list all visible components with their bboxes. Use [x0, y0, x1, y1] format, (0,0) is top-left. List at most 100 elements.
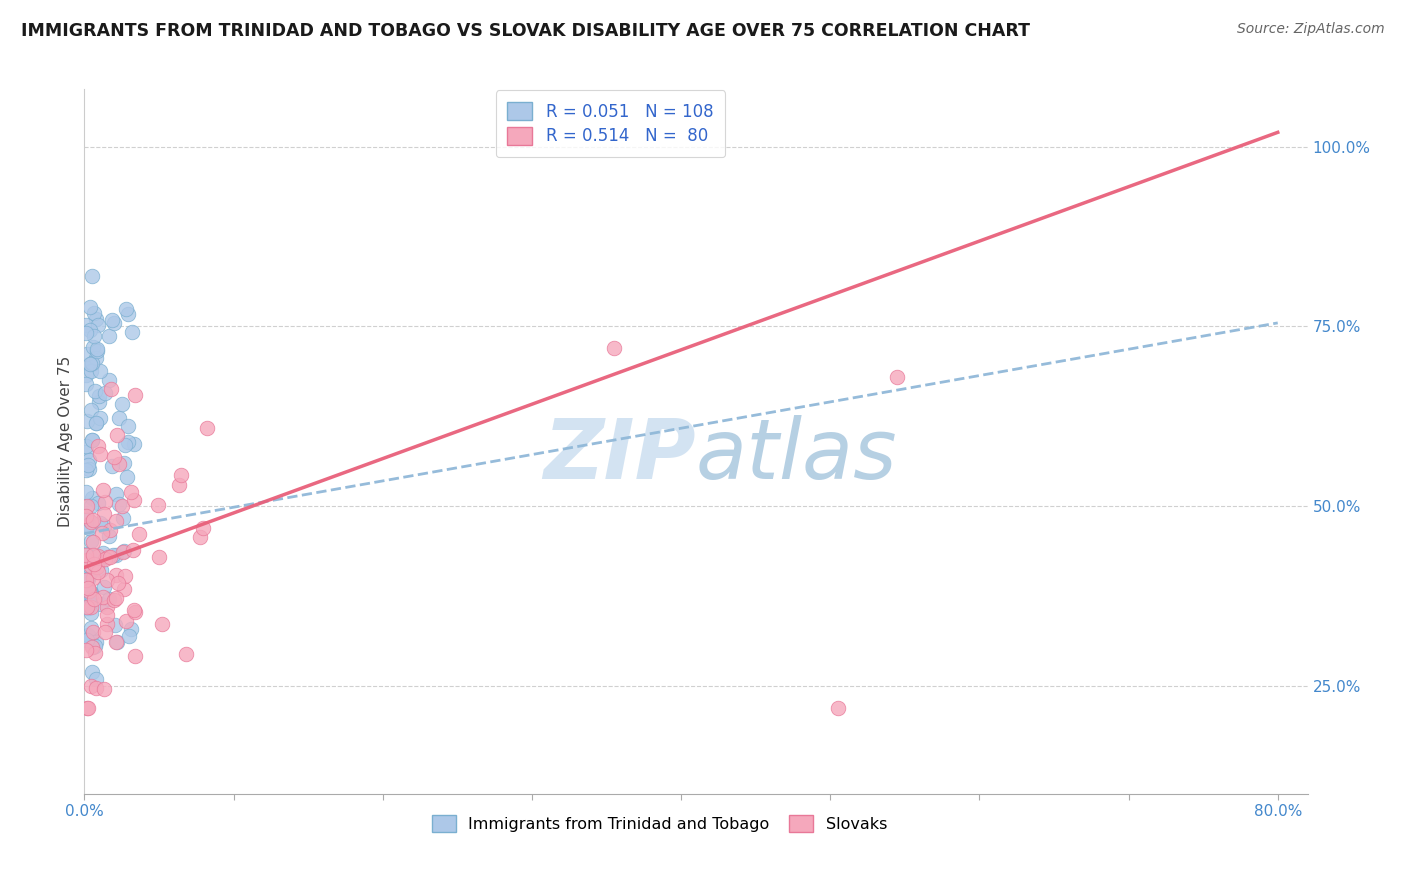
- Point: [75, 509, 97, 524]
- Point: [117, 418, 139, 433]
- Point: [80, 515, 103, 529]
- Point: [115, 470, 138, 484]
- Point: [121, 325, 143, 339]
- Point: [80, 356, 103, 370]
- Point: [101, 459, 124, 474]
- Point: [115, 301, 138, 316]
- Point: [76, 700, 98, 714]
- Point: [107, 576, 129, 591]
- Point: [75, 576, 97, 591]
- Point: [75, 463, 97, 477]
- Point: [117, 434, 139, 449]
- Point: [176, 647, 198, 661]
- Point: [117, 307, 139, 321]
- Point: [79, 599, 101, 614]
- Text: Source: ZipAtlas.com: Source: ZipAtlas.com: [1237, 22, 1385, 37]
- Point: [76, 584, 98, 599]
- Point: [80, 402, 103, 417]
- Point: [77, 458, 100, 473]
- Point: [94, 625, 117, 640]
- Point: [82, 548, 104, 562]
- Point: [104, 514, 127, 528]
- Point: [82, 491, 104, 505]
- Point: [122, 493, 145, 508]
- Point: [91, 590, 114, 604]
- Point: [80, 588, 103, 602]
- Point: [79, 597, 101, 611]
- Point: [76, 518, 98, 533]
- Point: [79, 621, 101, 635]
- Point: [97, 592, 120, 607]
- Point: [83, 328, 105, 343]
- Point: [79, 566, 101, 580]
- Point: [86, 342, 108, 356]
- Point: [80, 585, 103, 599]
- Point: [84, 417, 107, 431]
- Point: [75, 574, 97, 589]
- Point: [98, 373, 121, 387]
- Point: [83, 640, 105, 654]
- Point: [80, 586, 103, 600]
- Point: [120, 485, 142, 500]
- Point: [83, 558, 105, 572]
- Point: [80, 364, 103, 378]
- Point: [82, 341, 104, 355]
- Point: [83, 306, 105, 320]
- Point: [80, 533, 103, 548]
- Point: [79, 559, 101, 574]
- Point: [80, 558, 103, 573]
- Point: [188, 530, 211, 544]
- Point: [87, 389, 110, 403]
- Point: [124, 649, 146, 664]
- Point: [83, 646, 105, 660]
- Point: [80, 564, 103, 578]
- Y-axis label: Disability Age Over 75: Disability Age Over 75: [58, 356, 73, 527]
- Point: [76, 553, 98, 567]
- Point: [603, 341, 626, 355]
- Text: atlas: atlas: [696, 415, 897, 496]
- Point: [105, 428, 128, 442]
- Point: [87, 439, 110, 453]
- Point: [77, 581, 100, 595]
- Point: [77, 512, 100, 526]
- Point: [84, 416, 107, 430]
- Point: [86, 549, 108, 564]
- Point: [104, 549, 127, 563]
- Point: [114, 568, 136, 582]
- Point: [75, 444, 97, 458]
- Point: [96, 607, 118, 622]
- Point: [79, 301, 101, 315]
- Point: [111, 511, 134, 525]
- Point: [80, 499, 103, 513]
- Point: [146, 498, 169, 512]
- Point: [98, 523, 121, 537]
- Point: [87, 318, 110, 333]
- Point: [77, 584, 100, 599]
- Point: [120, 622, 142, 636]
- Point: [124, 388, 146, 402]
- Point: [87, 394, 110, 409]
- Point: [86, 560, 108, 574]
- Point: [96, 573, 118, 587]
- Point: [90, 563, 112, 577]
- Point: [101, 313, 124, 327]
- Point: [91, 483, 114, 497]
- Point: [97, 549, 120, 564]
- Point: [193, 521, 215, 535]
- Point: [108, 496, 131, 510]
- Point: [104, 635, 127, 649]
- Point: [104, 591, 127, 606]
- Point: [90, 526, 112, 541]
- Point: [104, 618, 127, 632]
- Point: [80, 640, 103, 654]
- Point: [87, 565, 110, 579]
- Point: [75, 368, 97, 382]
- Point: [82, 571, 104, 585]
- Point: [105, 635, 128, 649]
- Point: [82, 433, 104, 447]
- Point: [89, 516, 111, 530]
- Point: [89, 364, 111, 378]
- Point: [80, 665, 103, 679]
- Point: [84, 312, 107, 326]
- Point: [93, 682, 115, 697]
